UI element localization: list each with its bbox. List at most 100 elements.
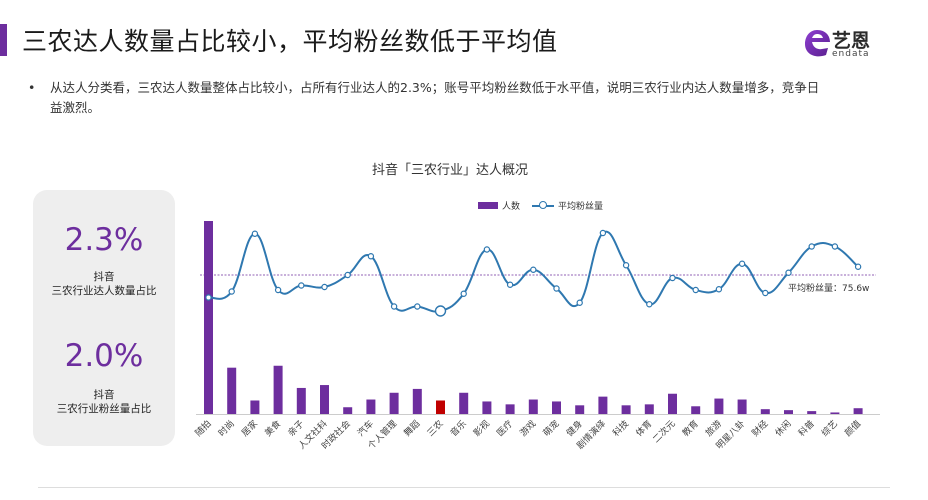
bar-汽车 bbox=[366, 399, 376, 414]
x-tick-label-二次元: 二次元 bbox=[650, 418, 678, 446]
endata-e-logo-icon bbox=[805, 30, 830, 57]
line-point-萌宠 bbox=[553, 285, 560, 292]
bar-个人管理 bbox=[389, 392, 399, 414]
summary-bullet: • 从达人分类看，三农达人数量整体占比较小，占所有行业达人的2.3%；账号平均粉… bbox=[28, 78, 828, 118]
talent-share-value: 2.3% bbox=[64, 222, 144, 258]
x-tick-label-教育: 教育 bbox=[680, 418, 701, 439]
endata-logo: 艺恩 endata bbox=[802, 24, 898, 64]
legend-bar-swatch bbox=[478, 202, 498, 209]
bar-体育 bbox=[644, 404, 654, 414]
bar-科普 bbox=[807, 411, 817, 414]
x-tick-label-随拍: 随拍 bbox=[192, 418, 213, 439]
line-point-科普 bbox=[808, 243, 815, 250]
line-point-美食 bbox=[274, 286, 282, 294]
x-tick-label-影视: 影视 bbox=[471, 418, 492, 439]
bar-时政社会 bbox=[343, 407, 353, 414]
x-tick-label-亲子: 亲子 bbox=[285, 418, 306, 439]
bar-科技 bbox=[621, 405, 631, 414]
bar-美食 bbox=[273, 365, 283, 414]
line-point-亲子 bbox=[298, 282, 305, 289]
bar-随拍 bbox=[204, 221, 213, 414]
average-reference-label: 平均粉丝量：75.6w bbox=[788, 282, 869, 294]
line-point-个人管理 bbox=[390, 303, 398, 310]
x-tick-label-体育: 体育 bbox=[633, 418, 654, 439]
line-point-时政社会 bbox=[344, 271, 351, 279]
bar-时尚 bbox=[227, 367, 237, 414]
line-point-体育 bbox=[646, 301, 653, 308]
page-title: 三农达人数量占比较小，平均粉丝数低于平均值 bbox=[22, 27, 558, 56]
x-tick-label-旅游: 旅游 bbox=[703, 418, 724, 439]
line-point-综艺 bbox=[831, 243, 839, 250]
bar-居家 bbox=[250, 400, 260, 414]
bar-休闲 bbox=[784, 410, 793, 414]
line-point-二次元 bbox=[669, 274, 676, 282]
bar-医疗 bbox=[505, 404, 515, 414]
legend-line-swatch bbox=[532, 201, 555, 210]
line-point-游戏 bbox=[530, 266, 537, 273]
line-point-人文社科 bbox=[321, 283, 328, 291]
x-tick-label-三农: 三农 bbox=[424, 418, 445, 439]
bar-人文社科 bbox=[320, 385, 329, 414]
x-tick-label-颜值: 颜值 bbox=[842, 418, 863, 439]
fans-share-label-platform: 抖音 bbox=[93, 389, 115, 401]
line-point-明星八卦 bbox=[738, 260, 746, 267]
bar-剧情演绎 bbox=[598, 396, 608, 414]
talent-share-label: 三农行业达人数量占比 bbox=[51, 285, 157, 297]
bar-财经 bbox=[760, 409, 770, 414]
bar-影视 bbox=[482, 401, 492, 414]
x-tick-label-休闲: 休闲 bbox=[772, 418, 793, 439]
x-tick-label-科技: 科技 bbox=[610, 418, 631, 439]
line-point-休闲 bbox=[785, 269, 792, 276]
chart-title: 抖音「三农行业」达人概况 bbox=[371, 163, 528, 178]
line-point-科技 bbox=[622, 262, 630, 269]
x-tick-label-健身: 健身 bbox=[564, 418, 585, 439]
legend-line-label: 平均粉丝量 bbox=[558, 202, 604, 212]
line-point-时尚 bbox=[228, 288, 235, 295]
x-tick-label-科普: 科普 bbox=[796, 418, 817, 439]
fans-share-value: 2.0% bbox=[64, 338, 144, 374]
stats-panel: 2.3% 抖音 三农行业达人数量占比 2.0% 抖音 三农行业粉丝量占比 bbox=[33, 190, 175, 446]
footer-divider bbox=[38, 487, 890, 488]
logo-english-text: endata bbox=[832, 49, 870, 59]
bar-音乐 bbox=[459, 392, 469, 414]
bar-萌宠 bbox=[552, 401, 561, 414]
bar-舞蹈 bbox=[412, 388, 422, 414]
x-tick-label-舞蹈: 舞蹈 bbox=[402, 418, 423, 439]
line-point-影视 bbox=[483, 246, 491, 253]
bar-教育 bbox=[691, 406, 701, 414]
line-point-财经 bbox=[762, 289, 769, 297]
line-point-汽车 bbox=[367, 253, 375, 260]
x-tick-label-时尚: 时尚 bbox=[216, 418, 237, 439]
bar-综艺 bbox=[830, 412, 840, 414]
line-point-教育 bbox=[692, 286, 699, 294]
x-tick-label-财经: 财经 bbox=[749, 418, 770, 439]
bar-颜值 bbox=[853, 408, 863, 414]
bar-游戏 bbox=[528, 399, 538, 414]
line-point-三农 bbox=[434, 305, 447, 317]
logo-chinese-text: 艺恩 bbox=[832, 30, 871, 52]
line-point-音乐 bbox=[460, 290, 467, 297]
bar-二次元 bbox=[668, 393, 677, 414]
x-tick-label-游戏: 游戏 bbox=[517, 418, 538, 439]
line-point-居家 bbox=[251, 230, 259, 237]
line-point-旅游 bbox=[715, 286, 723, 293]
bullet-marker: • bbox=[28, 80, 36, 95]
line-point-随拍 bbox=[205, 294, 212, 301]
x-tick-label-音乐: 音乐 bbox=[448, 418, 469, 439]
line-point-健身 bbox=[576, 299, 583, 306]
x-tick-label-萌宠: 萌宠 bbox=[540, 418, 561, 439]
x-tick-label-汽车: 汽车 bbox=[355, 418, 376, 439]
talent-share-label-platform: 抖音 bbox=[93, 271, 115, 283]
line-point-医疗 bbox=[506, 281, 514, 288]
line-point-舞蹈 bbox=[414, 303, 421, 310]
bar-明星八卦 bbox=[737, 399, 747, 414]
title-accent-bar bbox=[0, 24, 7, 56]
bar-旅游 bbox=[714, 398, 724, 414]
fans-share-label: 三农行业粉丝量占比 bbox=[56, 403, 152, 415]
x-tick-label-综艺: 综艺 bbox=[819, 418, 840, 439]
bar-亲子 bbox=[296, 387, 306, 414]
x-tick-label-居家: 居家 bbox=[239, 418, 260, 439]
line-point-剧情演绎 bbox=[599, 229, 607, 237]
legend-bar-label: 人数 bbox=[502, 202, 521, 212]
